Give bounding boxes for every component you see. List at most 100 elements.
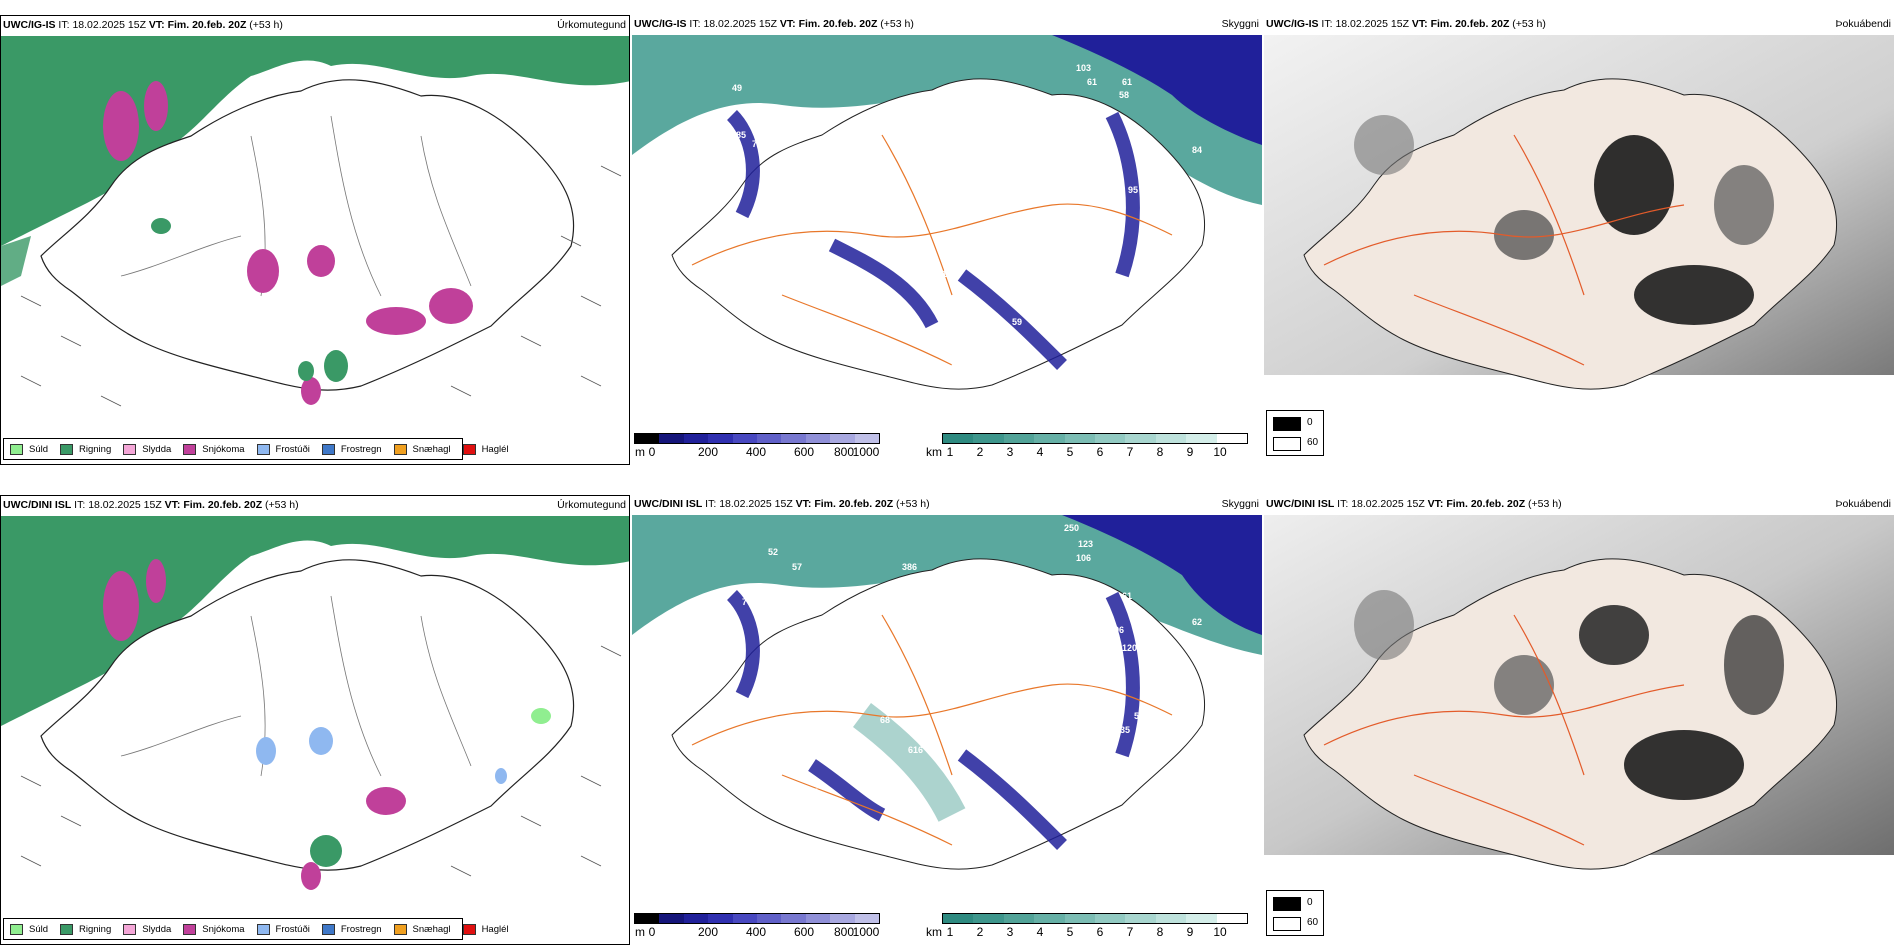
legend-swatch [321,443,335,455]
legend-swatch [60,443,74,455]
vis-label: 92 [1002,335,1012,345]
vis-label: 76 [742,597,752,607]
lead-time: (+53 h) [880,18,914,30]
legend-item: Snjókoma [183,923,245,935]
vis-label: 79 [1064,747,1074,757]
colorbar-m [634,433,880,444]
vis-label: 158 [1042,717,1057,727]
vis-label: 59 [1012,317,1022,327]
init-time: 18.02.2025 15Z [72,19,146,31]
vis-label: 46 [862,693,872,703]
vis-label: 84 [1192,145,1202,155]
tick-label: 8 [1156,445,1164,459]
valid-time: Fim. 20.feb. 20Z [1430,18,1510,30]
tick-label: 0 [648,925,656,939]
valid-time: Fim. 20.feb. 20Z [167,19,247,31]
precip-map [1,36,629,436]
model-name: UWC/DINI ISL [3,499,72,511]
panel-header: UWC/DINI ISL IT: 18.02.2025 15Z VT: Fim.… [3,499,299,511]
tick-label: 400 [745,445,767,459]
vis-label: 40 [902,833,912,843]
valid-label: VT: [795,498,812,510]
tick-label: 3 [1006,925,1014,939]
vis-label: 88 [1144,647,1154,657]
vis-label: 94 [974,327,984,337]
vis-label: 54 [932,699,942,709]
precip-type-panel-row2: UWC/DINI ISL IT: 18.02.2025 15Z VT: Fim.… [0,495,630,945]
tick-label: 600 [793,445,815,459]
vis-label: 24 [837,131,847,141]
vis-label: 77 [752,139,762,149]
vis-label: 62 [1192,617,1202,627]
vis-label: 155 [974,613,989,623]
visibility-km-colorbar: km 1 2 3 4 5 6 7 8 9 10 [926,913,1248,939]
vis-label: 106 [1076,553,1091,563]
legend-item: Súld [10,443,48,455]
panel-title: Úrkomutegund [557,19,626,31]
panel-header: UWC/DINI ISL IT: 18.02.2025 15Z VT: Fim.… [634,498,930,510]
vis-label: 57 [792,562,802,572]
fog-legend-swatch [1273,897,1301,911]
legend-swatch [123,923,137,935]
legend-item: Frostúði [256,923,310,935]
legend-item: Frostregn [321,443,382,455]
fog-legend-label: 60 [1307,917,1319,928]
init-time: 18.02.2025 15Z [88,499,162,511]
vis-label: 97 [897,267,907,277]
vis-label: 102 [712,151,727,161]
panel-title: Úrkomutegund [557,499,626,511]
model-name: UWC/IG-IS [634,18,687,30]
legend-item: Frostúði [256,443,310,455]
vis-label: 52 [768,547,778,557]
fog-legend-swatch [1273,437,1301,451]
legend-swatch [393,443,407,455]
vis-label: 58 [802,621,812,631]
legend-swatch [462,923,476,935]
unit-label: m [635,925,645,939]
vis-label: 195 [942,269,957,279]
vis-label: 63 [872,281,882,291]
legend-item: Frostregn [321,923,382,935]
legend-item: Rigning [60,443,111,455]
colorbar-m [634,913,880,924]
visibility-km-colorbar: km 1 2 3 4 5 6 7 8 9 10 [926,433,1248,459]
lead-time: (+53 h) [265,499,299,511]
vis-label: 250 [1064,523,1079,533]
vis-label: 100 [1012,167,1027,177]
vis-label: 35 [1120,725,1130,735]
vis-label: 87 [924,283,934,293]
vis-label: 62 [1092,305,1102,315]
vis-label: 68 [880,715,890,725]
vis-label: 61 [1087,77,1097,87]
vis-label: 108 [1067,152,1082,162]
legend-item: Slydda [123,923,171,935]
tick-label: 800 [833,925,855,939]
tick-label: 200 [697,925,719,939]
vis-label: 58 [1119,90,1129,100]
init-label: IT: [1337,498,1349,510]
visibility-m-colorbar: m 0 200 400 600 800 1000 [634,913,880,939]
vis-label: 90 [970,369,980,379]
vis-label: 46 [1160,667,1170,677]
legend-swatch [183,923,197,935]
colorbar-km [942,913,1248,924]
tick-label: 1 [946,925,954,939]
panel-header: UWC/IG-IS IT: 18.02.2025 15Z VT: Fim. 20… [634,18,914,30]
vis-label: 69 [1082,103,1092,113]
unit-label: m [635,445,645,459]
vis-label: 123 [1078,539,1093,549]
tick-label: 8 [1156,925,1164,939]
tick-label: 9 [1186,925,1194,939]
colorbar-km [942,433,1248,444]
tick-label: 4 [1036,445,1044,459]
vis-label: 65 [946,363,956,373]
tick-label: 1000 [852,445,880,459]
fog-map [1264,35,1894,435]
vis-label: 39 [928,819,938,829]
panel-header: UWC/IG-IS IT: 18.02.2025 15Z VT: Fim. 20… [3,19,283,31]
visibility-panel-row2: UWC/DINI ISL IT: 18.02.2025 15Z VT: Fim.… [632,495,1262,945]
vis-label: 77 [792,607,802,617]
tick-label: 7 [1126,445,1134,459]
vis-label: 59 [742,109,752,119]
legend-item: Snjókoma [183,443,245,455]
